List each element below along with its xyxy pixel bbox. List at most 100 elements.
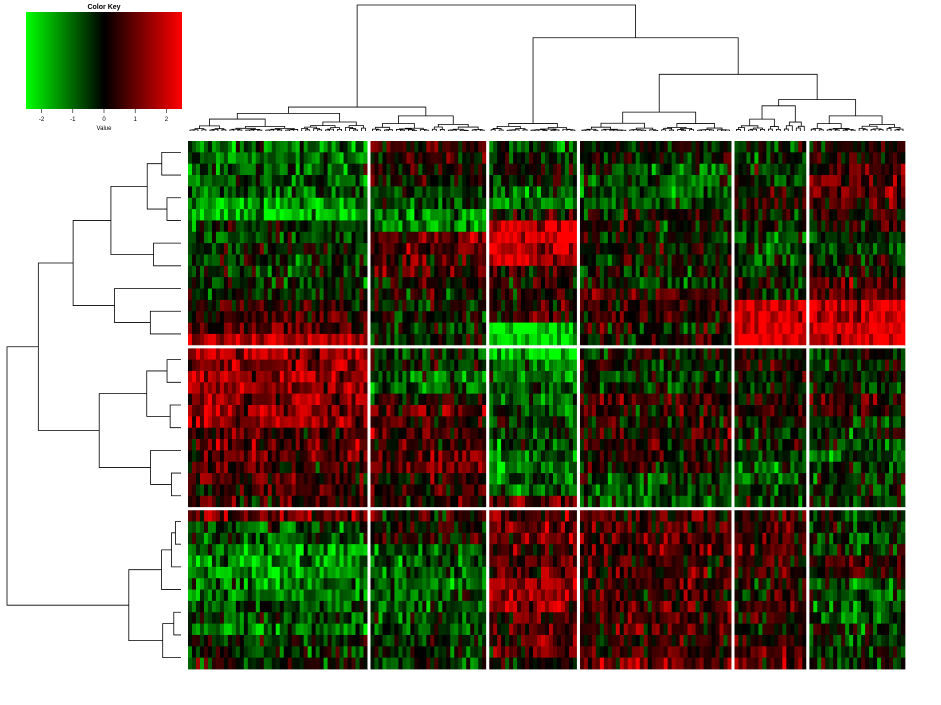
heatmap-cell xyxy=(339,322,344,335)
heatmap-cell xyxy=(434,163,439,176)
heatmap-cell xyxy=(295,277,301,289)
heatmap-cell xyxy=(529,220,534,233)
heatmap-cell xyxy=(603,299,609,312)
heatmap-cell xyxy=(402,405,407,417)
heatmap-cell xyxy=(247,163,253,176)
heatmap-cell xyxy=(794,254,799,267)
heatmap-cell xyxy=(734,277,739,289)
heatmap-cell xyxy=(556,382,562,395)
heatmap-cell xyxy=(857,175,862,187)
heatmap-cell xyxy=(493,277,498,289)
heatmap-cell xyxy=(482,393,487,406)
heatmap-cell xyxy=(762,382,767,395)
heatmap-cell xyxy=(521,359,526,372)
heatmap-cell xyxy=(501,439,506,451)
heatmap-cell xyxy=(394,163,399,176)
heatmap-cell xyxy=(343,382,348,395)
heatmap-cell xyxy=(454,333,459,346)
heatmap-cell xyxy=(271,197,277,210)
heatmap-cell xyxy=(829,322,834,335)
heatmap-cell xyxy=(450,427,455,440)
heatmap-cell xyxy=(790,333,795,346)
heatmap-cell xyxy=(623,152,629,165)
heatmap-cell xyxy=(513,370,518,383)
heatmap-cell xyxy=(893,322,898,335)
heatmap-cell xyxy=(778,152,783,165)
heatmap-cell xyxy=(691,288,696,301)
heatmap-cell xyxy=(603,175,609,187)
heatmap-cell xyxy=(347,220,352,233)
heatmap-cell xyxy=(611,277,617,289)
heatmap-cell xyxy=(219,231,225,244)
heatmap-cell xyxy=(501,152,506,165)
heatmap-cell xyxy=(489,370,494,383)
heatmap-cell xyxy=(631,348,637,361)
heatmap-cell xyxy=(746,186,751,199)
heatmap-cell xyxy=(833,393,838,406)
heatmap-cell xyxy=(873,370,878,383)
heatmap-cell xyxy=(493,175,498,187)
heatmap-cell xyxy=(595,141,601,153)
heatmap-cell xyxy=(675,333,680,346)
heatmap-cell xyxy=(363,141,368,153)
heatmap-cell xyxy=(679,348,684,361)
heatmap-cell xyxy=(402,416,407,429)
heatmap-cell xyxy=(454,220,459,233)
heatmap-cell xyxy=(667,333,672,346)
heatmap-cell xyxy=(219,197,225,210)
heatmap-cell xyxy=(418,405,423,417)
heatmap-cell xyxy=(707,220,712,233)
heatmap-cell xyxy=(335,405,340,417)
heatmap-cell xyxy=(470,265,475,278)
heatmap-cell xyxy=(489,382,494,395)
heatmap-cell xyxy=(643,163,649,176)
heatmap-cell xyxy=(474,163,479,176)
heatmap-cell xyxy=(525,405,530,417)
heatmap-cell xyxy=(529,333,534,346)
heatmap-cell xyxy=(631,220,637,233)
heatmap-cell xyxy=(738,311,743,323)
heatmap-cell xyxy=(489,427,494,440)
heatmap-cell xyxy=(414,382,419,395)
heatmap-cell xyxy=(615,322,621,335)
heatmap-cell xyxy=(327,370,332,383)
heatmap-cell xyxy=(813,220,818,233)
heatmap-cell xyxy=(363,220,368,233)
heatmap-cell xyxy=(347,370,352,383)
heatmap-cell xyxy=(833,311,838,323)
heatmap-cell xyxy=(734,439,739,451)
heatmap-cell xyxy=(283,175,289,187)
heatmap-cell xyxy=(881,243,886,255)
heatmap-cell xyxy=(667,311,672,323)
heatmap-cell xyxy=(643,197,649,210)
heatmap-cell xyxy=(299,427,305,440)
heatmap-cell xyxy=(374,322,379,335)
heatmap-cell xyxy=(707,197,712,210)
heatmap-cell xyxy=(191,416,197,429)
heatmap-cell xyxy=(877,163,882,176)
heatmap-cell xyxy=(203,416,209,429)
heatmap-cell xyxy=(853,333,858,346)
heatmap-cell xyxy=(359,299,364,312)
heatmap-cell xyxy=(501,405,506,417)
heatmap-cell xyxy=(691,152,696,165)
heatmap-cell xyxy=(351,163,356,176)
heatmap-cell xyxy=(683,209,688,221)
heatmap-cell xyxy=(398,243,403,255)
heatmap-cell xyxy=(564,197,570,210)
heatmap-cell xyxy=(505,299,510,312)
heatmap-cell xyxy=(370,141,375,153)
heatmap-cell xyxy=(343,231,348,244)
heatmap-cell xyxy=(687,277,692,289)
heatmap-cell xyxy=(695,231,700,244)
heatmap-cell xyxy=(821,197,826,210)
heatmap-cell xyxy=(659,163,665,176)
heatmap-cell xyxy=(323,186,328,199)
heatmap-cell xyxy=(607,416,613,429)
heatmap-cell xyxy=(478,243,483,255)
heatmap-cell xyxy=(639,175,645,187)
heatmap-cell xyxy=(243,197,249,210)
heatmap-cell xyxy=(568,243,574,255)
column-dendrogram-link xyxy=(828,115,883,125)
